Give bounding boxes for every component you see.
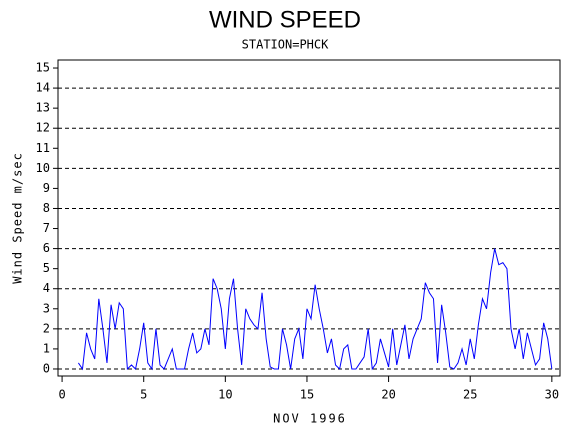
x-tick-label: 25 (463, 388, 477, 402)
x-tick-label: 15 (300, 388, 314, 402)
x-axis-label: NOV 1996 (273, 412, 347, 426)
y-tick-label: 5 (43, 261, 50, 275)
x-tick-label: 0 (58, 388, 65, 402)
x-tick-label: 30 (545, 388, 559, 402)
x-tick-label: 5 (140, 388, 147, 402)
y-tick-label: 14 (36, 81, 50, 95)
chart-subtitle: STATION=PHCK (242, 38, 329, 52)
y-tick-label: 13 (36, 101, 50, 115)
y-tick-label: 12 (36, 121, 50, 135)
y-tick-label: 3 (43, 301, 50, 315)
y-tick-label: 1 (43, 341, 50, 355)
data-line (77, 248, 553, 371)
chart-title: WIND SPEED (209, 6, 361, 33)
y-tick-label: 2 (43, 321, 50, 335)
y-tick-label: 11 (36, 141, 50, 155)
x-tick-label: 10 (218, 388, 232, 402)
y-tick-label: 9 (43, 181, 50, 195)
y-tick-label: 6 (43, 241, 50, 255)
plot-frame (57, 59, 561, 377)
y-tick-label: 4 (43, 281, 50, 295)
y-tick-label: 10 (36, 161, 50, 175)
y-axis-label: Wind Speed m/sec (11, 152, 25, 284)
y-tick-label: 7 (43, 221, 50, 235)
y-tick-label: 8 (43, 201, 50, 215)
x-tick-label: 20 (381, 388, 395, 402)
y-tick-label: 0 (43, 361, 50, 375)
y-tick-label: 15 (36, 61, 50, 75)
